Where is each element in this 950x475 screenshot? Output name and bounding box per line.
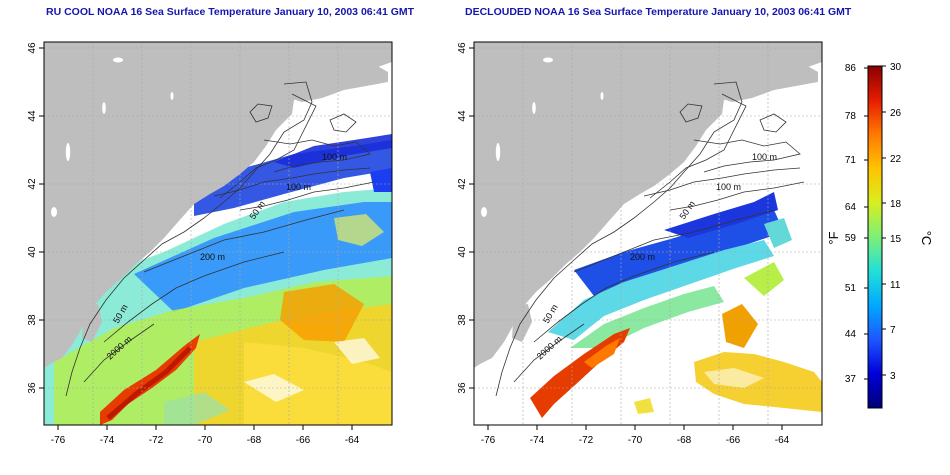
fahrenheit-tick-label: 78 bbox=[845, 111, 857, 122]
contour-label: 200 m bbox=[630, 252, 655, 262]
contour-label: 100 m bbox=[322, 152, 347, 162]
x-axis: -76 -74 -72 -70 -68 -66 -64 bbox=[51, 425, 360, 446]
x-tick-label: -76 bbox=[481, 435, 496, 446]
y-tick-label: 36 bbox=[27, 382, 38, 394]
colorbar-gradient bbox=[867, 65, 883, 409]
y-tick-label: 36 bbox=[457, 382, 468, 394]
left-panel-title: RU COOL NOAA 16 Sea Surface Temperature … bbox=[46, 6, 415, 18]
fahrenheit-tick-label: 51 bbox=[845, 283, 857, 294]
celsius-unit-label: °C bbox=[919, 231, 934, 246]
left-sst-map: 100 m 100 m 50 m 200 m 50 m 2000 m -76 -… bbox=[27, 41, 393, 446]
y-tick-label: 38 bbox=[27, 314, 38, 326]
contour-label: 200 m bbox=[200, 252, 225, 262]
celsius-tick-label: 18 bbox=[890, 199, 902, 210]
bathymetry-contours bbox=[65, 81, 375, 397]
contour-label: 100 m bbox=[716, 182, 741, 192]
fahrenheit-tick-label: 37 bbox=[845, 374, 857, 385]
contour-label: 100 m bbox=[752, 152, 777, 162]
y-tick-label: 44 bbox=[27, 110, 38, 122]
x-tick-label: -66 bbox=[296, 435, 311, 446]
y-axis: 46 44 42 40 38 36 bbox=[457, 42, 474, 394]
celsius-tick-label: 22 bbox=[890, 154, 902, 165]
fahrenheit-tick-label: 64 bbox=[845, 202, 857, 213]
colorbar: 86 78 71 64 59 51 44 37 30 26 22 18 15 1… bbox=[826, 62, 934, 409]
x-tick-label: -66 bbox=[726, 435, 741, 446]
y-axis: 46 44 42 40 38 36 bbox=[27, 42, 44, 394]
right-panel-title: DECLOUDED NOAA 16 Sea Surface Temperatur… bbox=[465, 6, 852, 18]
lat-lon-grid bbox=[44, 42, 392, 425]
y-tick-label: 38 bbox=[457, 314, 468, 326]
x-axis: -76 -74 -72 -70 -68 -66 -64 bbox=[481, 425, 790, 446]
celsius-tick-label: 11 bbox=[890, 280, 901, 291]
x-tick-label: -74 bbox=[530, 435, 545, 446]
celsius-tick-label: 15 bbox=[890, 234, 902, 245]
y-tick-label: 46 bbox=[27, 42, 38, 54]
y-tick-label: 42 bbox=[457, 178, 468, 190]
celsius-tick-label: 7 bbox=[890, 325, 896, 336]
map-frame bbox=[43, 41, 393, 426]
x-tick-label: -64 bbox=[345, 435, 360, 446]
contour-label: 100 m bbox=[286, 182, 311, 192]
y-tick-label: 42 bbox=[27, 178, 38, 190]
x-tick-label: -68 bbox=[677, 435, 692, 446]
right-sst-map: 100 m 100 m 50 m 200 m 50 m 2000 m -76 -… bbox=[457, 41, 823, 446]
x-tick-label: -68 bbox=[247, 435, 262, 446]
y-tick-label: 40 bbox=[27, 246, 38, 258]
y-tick-label: 40 bbox=[457, 246, 468, 258]
celsius-tick-label: 26 bbox=[890, 108, 902, 119]
y-tick-label: 44 bbox=[457, 110, 468, 122]
fahrenheit-tick-label: 71 bbox=[845, 155, 857, 166]
x-tick-label: -70 bbox=[198, 435, 213, 446]
bathymetry-contours bbox=[495, 81, 805, 397]
x-tick-label: -64 bbox=[775, 435, 790, 446]
x-tick-label: -72 bbox=[579, 435, 594, 446]
map-frame bbox=[473, 41, 823, 426]
y-tick-label: 46 bbox=[457, 42, 468, 54]
x-tick-label: -76 bbox=[51, 435, 66, 446]
fahrenheit-unit-label: °F bbox=[826, 231, 841, 244]
fahrenheit-tick-label: 44 bbox=[845, 329, 857, 340]
x-tick-label: -74 bbox=[100, 435, 115, 446]
celsius-tick-label: 3 bbox=[890, 371, 896, 382]
x-tick-label: -72 bbox=[149, 435, 164, 446]
fahrenheit-tick-label: 59 bbox=[845, 233, 857, 244]
fahrenheit-tick-label: 86 bbox=[845, 63, 857, 74]
lat-lon-grid bbox=[474, 42, 822, 425]
x-tick-label: -70 bbox=[628, 435, 643, 446]
celsius-tick-label: 30 bbox=[890, 62, 902, 73]
